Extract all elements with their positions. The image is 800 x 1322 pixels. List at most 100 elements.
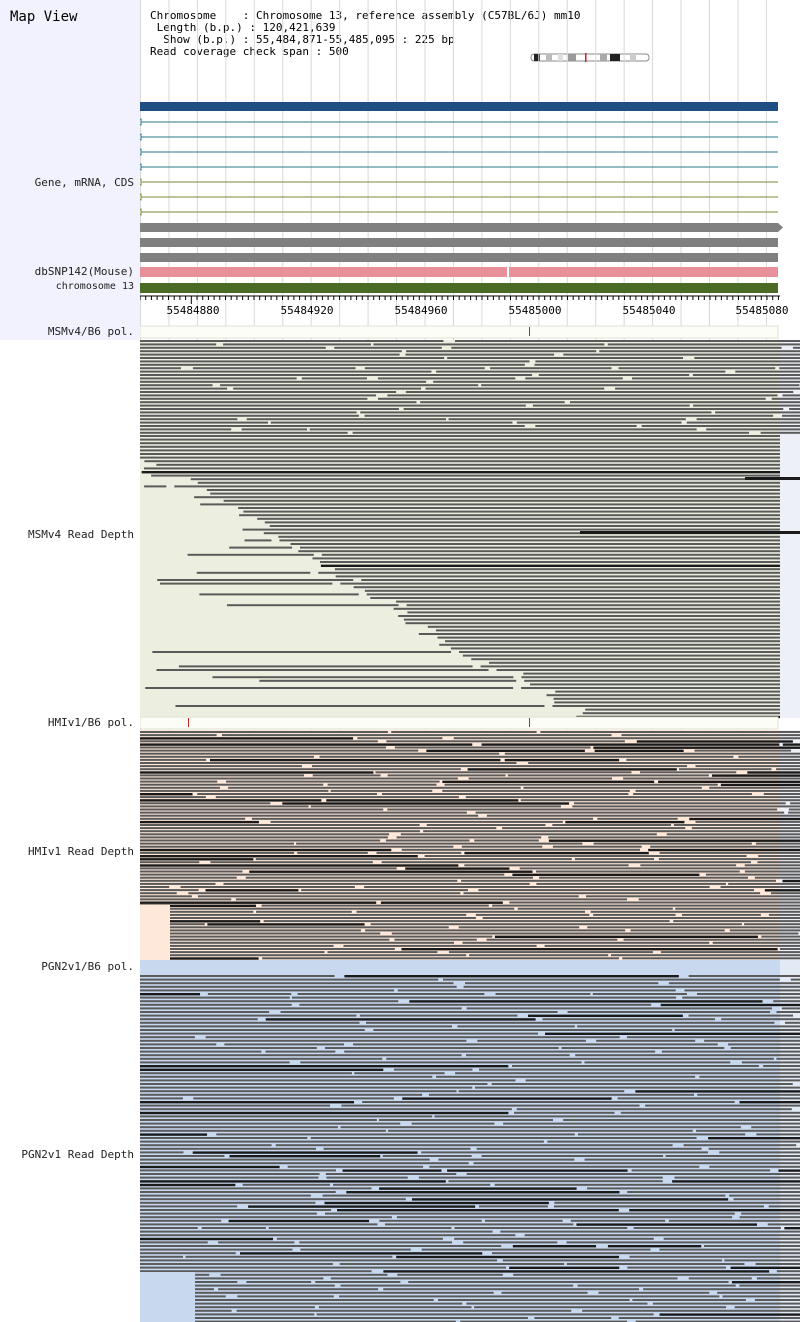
read	[324, 1201, 549, 1205]
read	[689, 817, 800, 821]
read	[140, 805, 309, 808]
read	[140, 404, 526, 407]
read	[140, 1205, 238, 1208]
read	[627, 1191, 800, 1193]
read	[319, 561, 780, 563]
read	[486, 938, 618, 941]
read	[325, 1047, 559, 1049]
read	[140, 845, 454, 848]
read	[140, 1212, 317, 1215]
read	[140, 929, 361, 932]
ruler-label: 55484960	[394, 304, 448, 317]
read	[454, 1237, 654, 1240]
read	[481, 743, 780, 746]
read	[672, 1180, 800, 1183]
read	[140, 771, 374, 774]
strand-arrow	[140, 118, 142, 126]
read	[692, 374, 800, 376]
read	[527, 1014, 683, 1017]
read	[353, 1043, 718, 1046]
read	[140, 765, 302, 768]
read	[298, 550, 780, 553]
read	[682, 996, 800, 999]
read	[140, 1223, 378, 1226]
read	[481, 384, 800, 387]
read	[140, 951, 325, 954]
read	[144, 485, 167, 488]
read	[140, 1061, 290, 1064]
read	[639, 771, 737, 774]
strand-arrow	[140, 178, 142, 186]
read	[310, 1137, 697, 1139]
gene-bar	[140, 102, 778, 111]
read	[788, 811, 800, 814]
read	[781, 1007, 800, 1010]
read	[140, 414, 359, 417]
read	[540, 731, 800, 733]
read	[512, 873, 700, 876]
read	[514, 1111, 615, 1114]
read	[476, 1147, 702, 1150]
read	[535, 360, 800, 363]
read	[566, 1263, 745, 1265]
read	[418, 1176, 663, 1179]
read	[140, 421, 268, 424]
read	[223, 882, 530, 885]
read	[447, 357, 684, 359]
read	[364, 367, 485, 370]
read	[457, 1025, 575, 1028]
pgn-pol-label: PGN2v1/B6 pol.	[41, 960, 134, 973]
genome-view[interactable]	[140, 0, 800, 1322]
read	[561, 1047, 725, 1049]
read	[140, 425, 525, 427]
read	[342, 1169, 442, 1172]
read	[393, 1068, 473, 1071]
strand-arrow	[140, 148, 142, 156]
read	[140, 904, 256, 907]
read	[620, 1111, 800, 1114]
read	[659, 1313, 800, 1316]
strand-arrow	[140, 163, 142, 171]
read	[396, 600, 780, 603]
read	[322, 1194, 726, 1197]
read	[140, 1180, 446, 1183]
read	[405, 867, 510, 870]
read	[494, 1183, 800, 1186]
read	[728, 882, 800, 885]
read	[140, 910, 254, 913]
read	[140, 737, 354, 740]
read	[140, 367, 181, 370]
read	[140, 755, 314, 758]
read	[741, 1212, 800, 1215]
read	[754, 876, 800, 879]
read	[354, 1072, 445, 1075]
read	[442, 789, 630, 792]
read	[425, 387, 605, 390]
read	[140, 1119, 377, 1121]
read	[140, 1122, 401, 1125]
read	[739, 1284, 800, 1287]
read	[309, 428, 697, 431]
read	[500, 1230, 800, 1233]
read	[401, 848, 641, 851]
read	[140, 1162, 469, 1165]
read	[396, 1216, 733, 1219]
read	[140, 1245, 502, 1247]
read	[174, 485, 781, 488]
read	[704, 1039, 800, 1042]
read	[360, 411, 712, 414]
read	[140, 762, 517, 764]
read	[755, 1263, 800, 1265]
read	[341, 1104, 640, 1107]
read	[316, 1313, 654, 1316]
read	[479, 1068, 800, 1071]
read	[140, 858, 254, 861]
read	[512, 1065, 759, 1067]
read	[553, 697, 780, 700]
read	[635, 1090, 800, 1093]
read	[708, 1137, 800, 1140]
read	[695, 765, 800, 768]
read	[734, 1306, 800, 1309]
read	[387, 394, 778, 397]
chromosome-ideogram[interactable]	[530, 53, 650, 62]
